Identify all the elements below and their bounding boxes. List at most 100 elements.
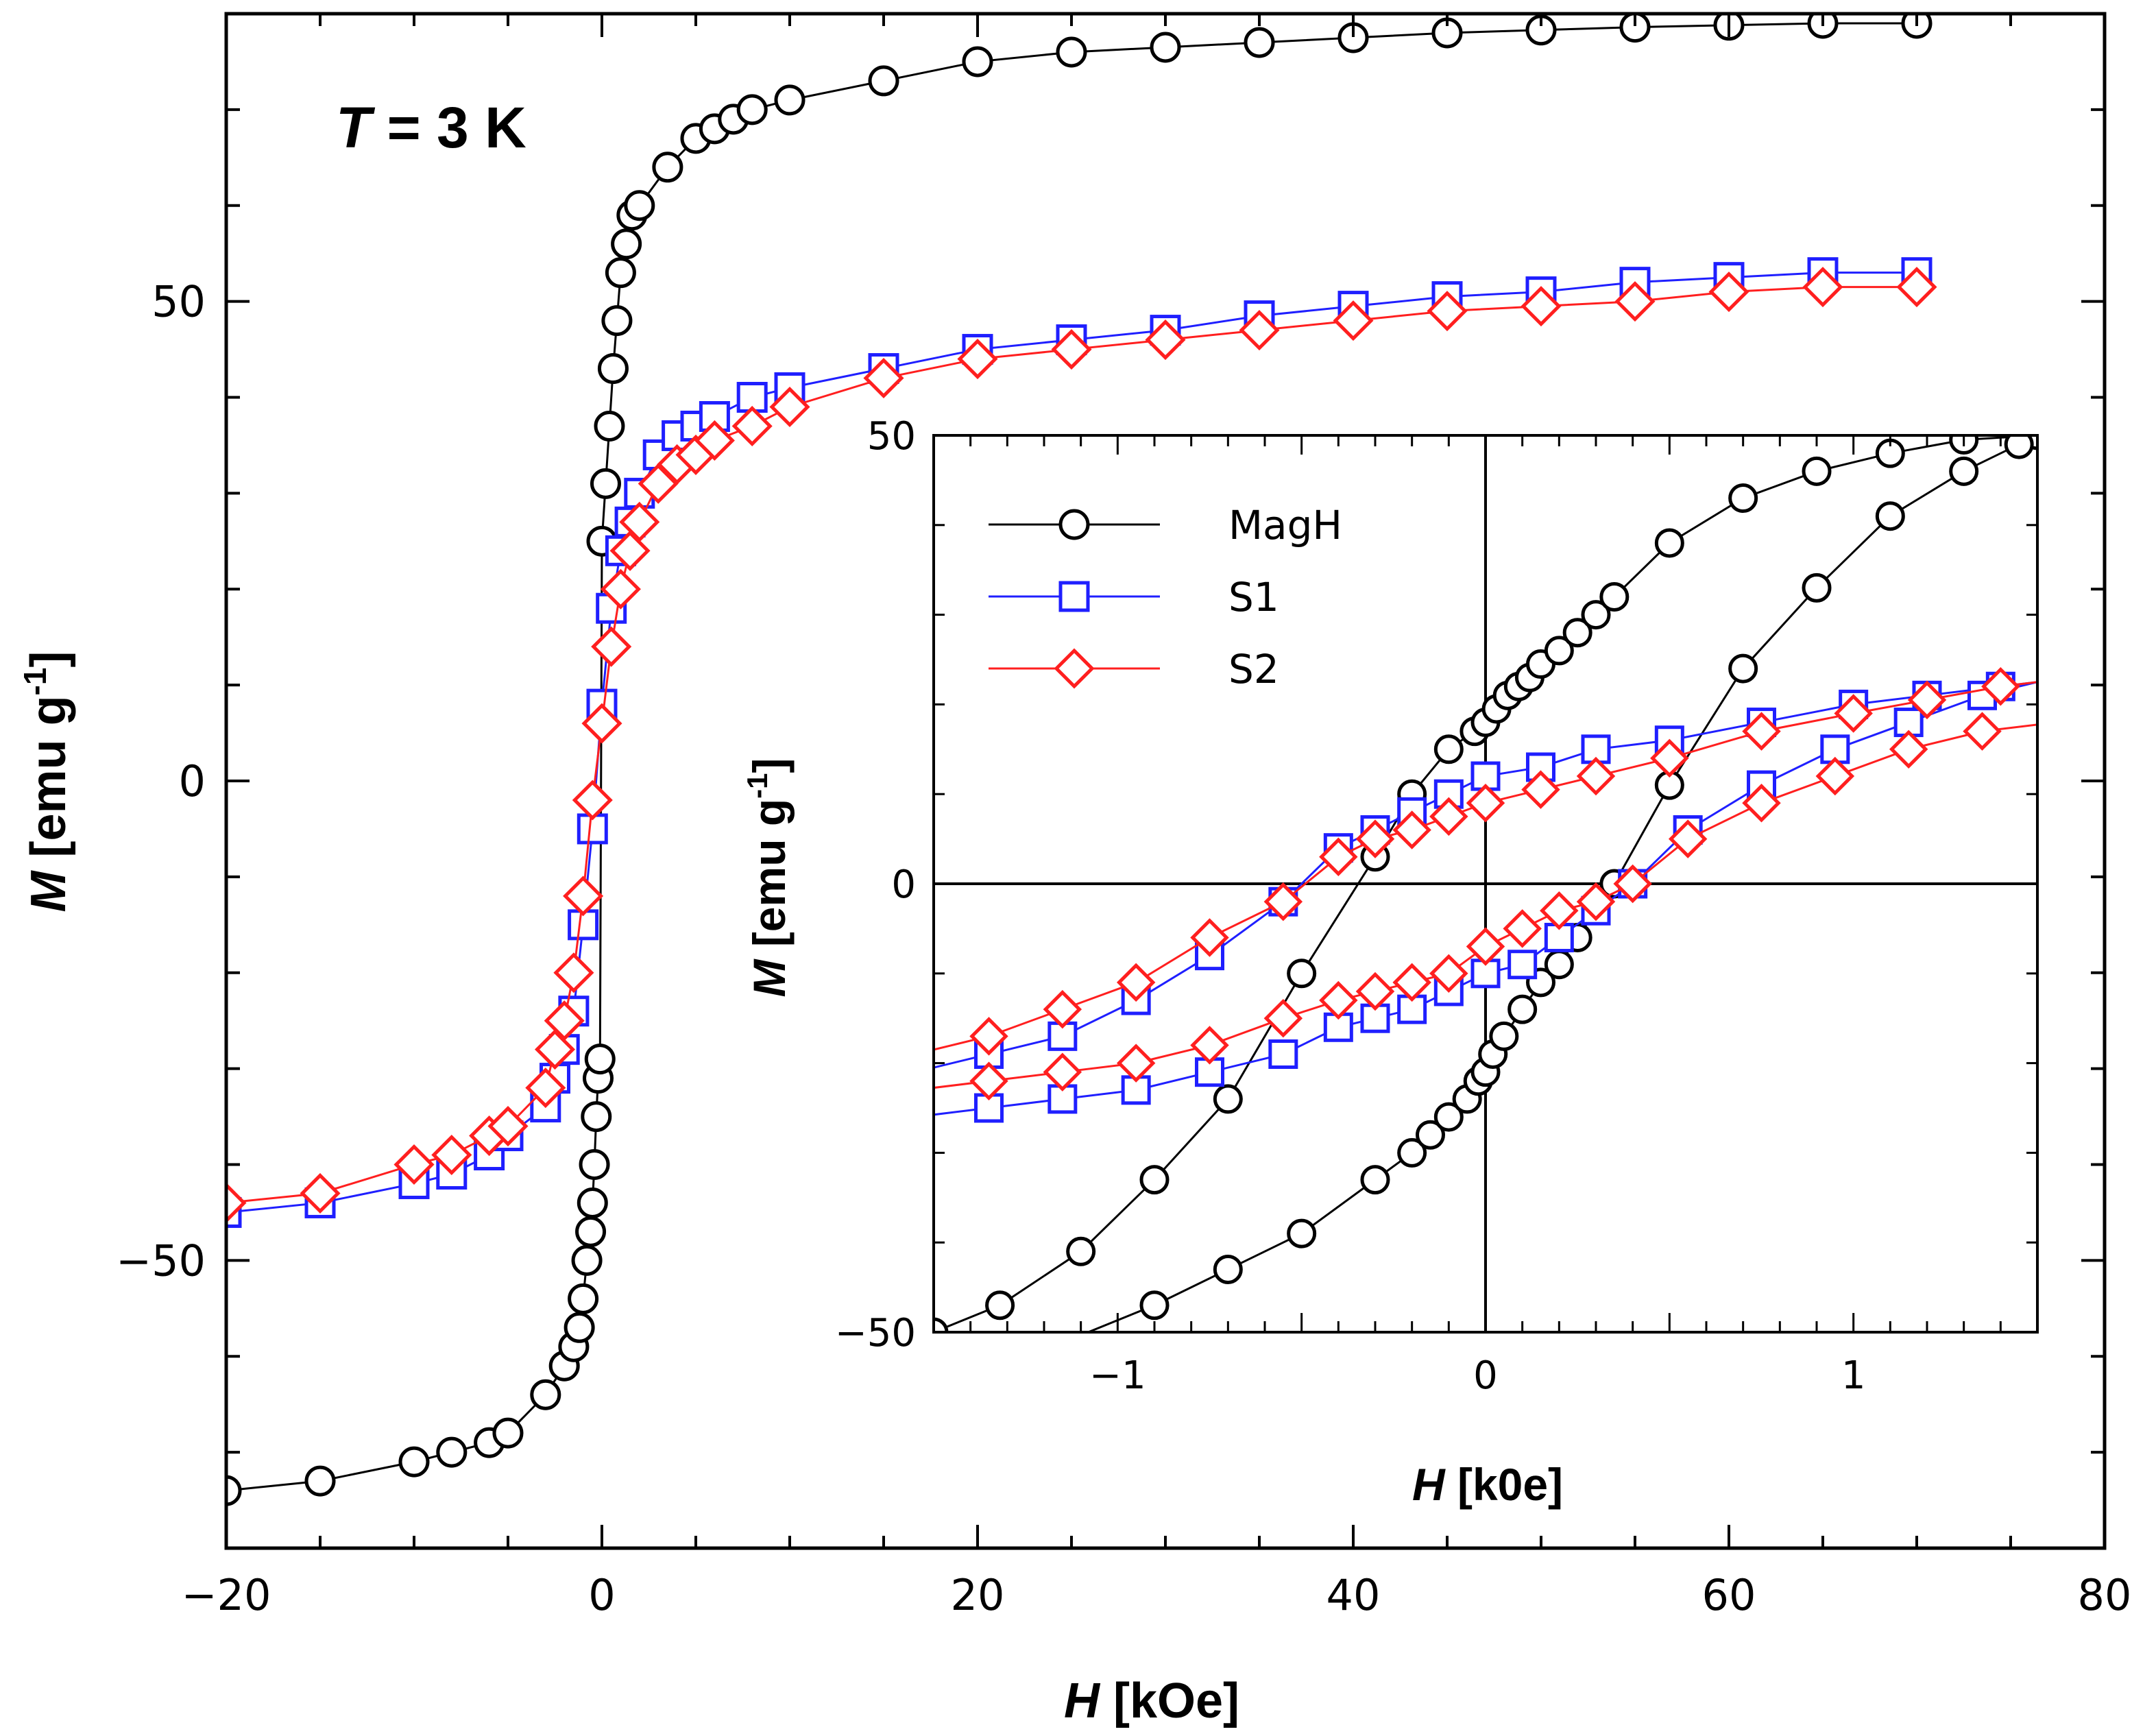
inset-ticks-layer: −1 0 1 −50 0 50: [835, 414, 2039, 1398]
inset-data-point: [1521, 770, 1560, 809]
main-data-point: [731, 405, 773, 446]
inset-x-tick-label: 1: [1841, 1353, 1866, 1398]
main-data-point: [398, 1446, 430, 1478]
main-data-point: [572, 780, 613, 821]
inset-legend: MagH S1 S2: [989, 502, 1342, 692]
inset-data-point: [1728, 653, 1758, 684]
inset-data-point: [1287, 959, 1317, 989]
inset-data-point: [1355, 972, 1395, 1011]
inset-data-point: [1540, 891, 1579, 930]
inset-data-point: [1503, 909, 1542, 948]
inset-data-point: [1397, 1137, 1427, 1168]
inset-data-point: [1287, 1218, 1317, 1249]
main-data-point: [601, 305, 633, 337]
inset-y-tick-label: 0: [891, 863, 916, 907]
main-data-point: [619, 501, 660, 542]
main-data-point: [581, 703, 622, 744]
main-data-point: [1150, 32, 1181, 63]
main-x-tick-label: 0: [588, 1570, 615, 1620]
inset-x-tick-label: 0: [1473, 1353, 1498, 1398]
main-data-point: [609, 530, 651, 571]
inset-data-point: [1613, 864, 1652, 904]
inset-data-point: [1507, 950, 1538, 980]
inset-data-point: [969, 1061, 1008, 1100]
inset-plot-frame: [932, 434, 2039, 1334]
main-data-point: [226, 1475, 242, 1506]
inset-data-point: [1654, 528, 1684, 558]
main-data-point: [868, 65, 899, 97]
main-data-point: [1244, 27, 1275, 58]
inset-y-axis-unit-exponent: -1: [741, 773, 773, 798]
main-x-tick-label: 20: [951, 1570, 1005, 1620]
inset-data-point: [1907, 680, 1947, 720]
main-x-tick-label: 80: [2078, 1570, 2132, 1620]
main-data-point: [590, 468, 621, 499]
inset-y-axis-title: M [emu g-1]: [741, 758, 795, 997]
main-y-axis-unit-close: ]: [21, 651, 76, 668]
main-data-point: [1521, 286, 1562, 327]
legend-label: S1: [1228, 574, 1279, 620]
inset-data-point: [1213, 1084, 1243, 1114]
main-data-point: [1708, 272, 1749, 313]
inset-data-point: [1043, 1052, 1082, 1092]
inset-series-layer: [934, 435, 2037, 1332]
main-data-point: [431, 1134, 472, 1176]
main-data-point: [584, 1044, 616, 1075]
inset-data-point: [1728, 483, 1758, 514]
inset-data-point: [1875, 501, 1905, 531]
main-data-point: [863, 357, 904, 399]
inset-data-point: [1116, 963, 1156, 1002]
inset-y-tick-label: 50: [867, 414, 916, 459]
inset-data-point: [1742, 712, 1781, 751]
main-series-layer: [226, 14, 1937, 1506]
inset-y-tick-label: −50: [835, 1311, 916, 1355]
inset-data-point: [1355, 819, 1395, 858]
inset-y-axis-unit: [emu g: [744, 799, 795, 960]
inset-data-point: [1392, 963, 1431, 1002]
inset-data-point: [1263, 998, 1303, 1038]
main-data-point: [492, 1417, 524, 1449]
legend-marker: [1058, 581, 1090, 612]
main-data-point: [1239, 310, 1280, 351]
main-data-point: [568, 1283, 599, 1314]
main-y-tick-label: 50: [152, 277, 206, 327]
main-series-s2: [226, 267, 1937, 1223]
inset-data-point: [1360, 1165, 1390, 1195]
main-data-point: [1051, 329, 1092, 370]
main-data-point: [393, 1144, 435, 1185]
inset-data-point: [1043, 989, 1082, 1029]
main-data-point: [436, 1436, 468, 1468]
main-data-point: [1145, 320, 1186, 361]
main-plot: −20 0 20 40 60 80 −50 0 50: [116, 12, 2132, 1620]
main-data-point: [1802, 267, 1843, 308]
main-y-axis-unit: [emu g: [21, 695, 76, 871]
main-data-point: [1056, 36, 1087, 68]
inset-data-point: [985, 1290, 1015, 1321]
inset-data-point: [969, 1017, 1008, 1056]
inset-data-point: [1544, 950, 1574, 980]
main-data-point: [530, 1379, 561, 1410]
inset-data-point: [1433, 1102, 1464, 1132]
main-data-point: [1333, 300, 1374, 341]
inset-data-point: [1116, 1044, 1156, 1083]
inset-data-point: [1319, 837, 1358, 876]
main-data-point: [736, 94, 768, 125]
main-data-point: [544, 1000, 585, 1041]
inset-data-point: [1981, 667, 2020, 706]
inset-data-point: [1668, 819, 1708, 858]
legend-label: S2: [1228, 646, 1279, 692]
main-data-point: [300, 1172, 341, 1214]
main-data-point: [571, 1244, 603, 1276]
inset-data-point: [1190, 918, 1229, 957]
main-data-point: [304, 1465, 336, 1497]
inset-data-point: [1263, 882, 1303, 921]
main-data-point: [563, 876, 604, 917]
inset-data-point: [1433, 734, 1464, 764]
main-data-point: [575, 1216, 607, 1247]
main-data-point: [1614, 281, 1656, 322]
inset-data-point: [1963, 712, 2002, 751]
main-x-tick-label: 40: [1327, 1570, 1381, 1620]
inset-data-point: [1544, 636, 1574, 666]
main-data-point: [581, 1101, 612, 1133]
